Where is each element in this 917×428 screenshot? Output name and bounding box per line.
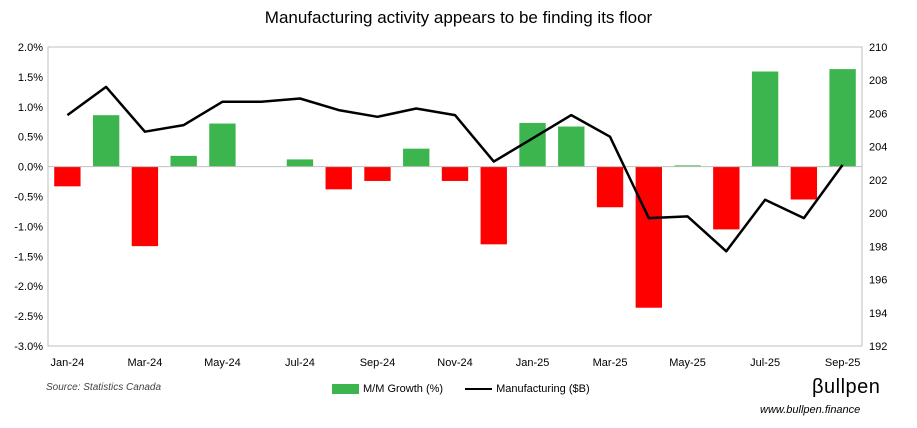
legend-swatch-bar [332, 384, 359, 394]
y-right-tick-label: 196 [869, 275, 887, 287]
bar-feb-25 [558, 126, 585, 167]
legend-swatch-line [465, 388, 493, 390]
legend-item-growth: M/M Growth (%) [332, 383, 443, 395]
bar-sep-24 [364, 166, 391, 181]
bar-sep-25 [829, 69, 856, 167]
bar-dec-24 [480, 166, 507, 245]
bar-may-25 [674, 165, 701, 167]
y-right-tick-label: 194 [869, 308, 887, 320]
x-tick-label: Sep-25 [825, 357, 860, 369]
y-left-tick-label: -1.5% [14, 251, 43, 263]
y-right-tick-label: 204 [869, 142, 887, 154]
bar-mar-24 [131, 166, 159, 247]
y-left-tick-label: 0.0% [18, 162, 43, 174]
bar-oct-24 [403, 148, 430, 167]
x-tick-label: Mar-25 [593, 357, 628, 369]
bar-jul-25 [751, 71, 779, 167]
bar-nov-24 [441, 166, 469, 181]
y-right-tick-label: 202 [869, 175, 887, 187]
y-right-tick-label: 206 [869, 108, 887, 120]
y-left-tick-label: -3.0% [14, 341, 43, 353]
x-tick-label: Jul-25 [750, 357, 780, 369]
brand-url: www.bullpen.finance [760, 404, 861, 416]
bar-may-24 [209, 123, 236, 167]
y-right-tick-label: 208 [869, 75, 887, 87]
legend-item-manufacturing: Manufacturing ($B) [465, 383, 590, 395]
x-tick-label: May-24 [204, 357, 241, 369]
source-note: Source: Statistics Canada [46, 382, 162, 393]
bar-apr-24 [170, 155, 197, 167]
y-left-tick-label: 2.0% [18, 42, 43, 54]
x-tick-label: Sep-24 [360, 357, 395, 369]
y-left-tick-label: 1.5% [18, 72, 43, 84]
brand-logo: βullpen [812, 376, 881, 398]
bar-aug-24 [325, 166, 352, 190]
y-right-tick-label: 210 [869, 42, 887, 54]
y-left-tick-label: 0.5% [18, 132, 43, 144]
y-left-tick-label: -0.5% [14, 192, 43, 204]
y-right-tick-label: 192 [869, 341, 887, 353]
y-left-tick-label: 1.0% [18, 102, 43, 114]
chart-title: Manufacturing activity appears to be fin… [264, 8, 653, 27]
bar-jul-24 [286, 159, 314, 167]
y-right-tick-label: 198 [869, 241, 887, 253]
bar-apr-25 [635, 166, 662, 308]
x-tick-label: Nov-24 [437, 357, 472, 369]
y-left-tick-label: -2.5% [14, 311, 43, 323]
x-tick-label: May-25 [669, 357, 706, 369]
legend-label-growth: M/M Growth (%) [363, 383, 444, 395]
bar-mar-25 [596, 166, 624, 208]
chart-legend: M/M Growth (%) Manufacturing ($B) [332, 383, 612, 395]
y-left-tick-label: -1.0% [14, 221, 43, 233]
bar-jan-24 [54, 166, 81, 187]
x-tick-label: Mar-24 [127, 357, 162, 369]
x-tick-label: Jan-25 [516, 357, 550, 369]
y-left-tick-label: -2.0% [14, 281, 43, 293]
plot-frame [47, 46, 863, 347]
legend-label-manufacturing: Manufacturing ($B) [496, 383, 590, 395]
bar-aug-25 [790, 166, 818, 200]
bar-jun-25 [713, 166, 740, 230]
x-tick-label: Jan-24 [51, 357, 85, 369]
x-tick-label: Jul-24 [285, 357, 315, 369]
bar-feb-24 [92, 115, 120, 167]
y-right-tick-label: 200 [869, 208, 887, 220]
manufacturing-line [66, 85, 844, 253]
